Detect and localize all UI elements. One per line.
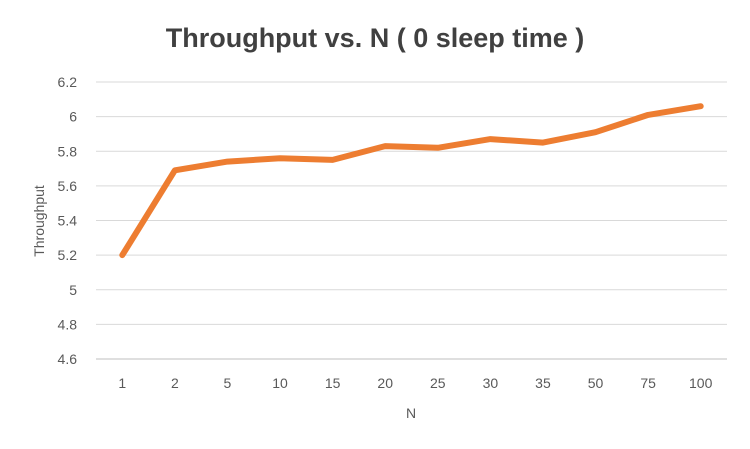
data-point — [277, 155, 283, 161]
data-point — [593, 129, 599, 135]
chart-title: Throughput vs. N ( 0 sleep time ) — [166, 23, 585, 53]
y-tick-label: 5.2 — [58, 247, 78, 263]
series-group — [119, 103, 704, 259]
y-tick-label: 4.6 — [58, 351, 78, 367]
x-tick-label: 75 — [640, 375, 656, 391]
y-tick-label: 5.4 — [58, 213, 78, 229]
gridlines — [96, 81, 727, 360]
data-point — [435, 145, 441, 151]
data-point — [224, 159, 230, 165]
y-tick-label: 6.2 — [58, 74, 78, 90]
x-tick-label: 25 — [430, 375, 446, 391]
x-tick-label: 10 — [272, 375, 288, 391]
series-line — [119, 103, 704, 259]
y-tick-label: 5.8 — [58, 143, 78, 159]
y-axis-ticks: 4.6 4.8 5 5.2 5.4 5.6 5.8 6 6.2 — [58, 74, 78, 367]
data-point — [698, 103, 704, 109]
data-point — [330, 157, 336, 163]
data-point — [540, 140, 546, 146]
x-tick-label: 5 — [224, 375, 232, 391]
data-point — [172, 167, 178, 173]
x-axis-label: N — [406, 405, 416, 421]
x-tick-label: 35 — [535, 375, 551, 391]
x-tick-label: 100 — [689, 375, 713, 391]
x-axis-ticks: 1 2 5 10 15 20 25 30 35 50 75 100 — [118, 375, 712, 391]
y-tick-label: 5 — [69, 282, 77, 298]
y-axis-label: Throughput — [31, 185, 47, 257]
x-tick-label: 2 — [171, 375, 179, 391]
x-tick-label: 50 — [588, 375, 604, 391]
data-point — [645, 112, 651, 118]
y-tick-label: 4.8 — [58, 316, 78, 332]
y-tick-label: 5.6 — [58, 178, 78, 194]
x-tick-label: 20 — [377, 375, 393, 391]
x-tick-label: 1 — [118, 375, 126, 391]
x-tick-label: 15 — [325, 375, 341, 391]
x-tick-label: 30 — [483, 375, 499, 391]
data-point — [487, 136, 493, 142]
data-point — [382, 143, 388, 149]
y-tick-label: 6 — [69, 109, 77, 125]
data-point — [119, 252, 125, 258]
